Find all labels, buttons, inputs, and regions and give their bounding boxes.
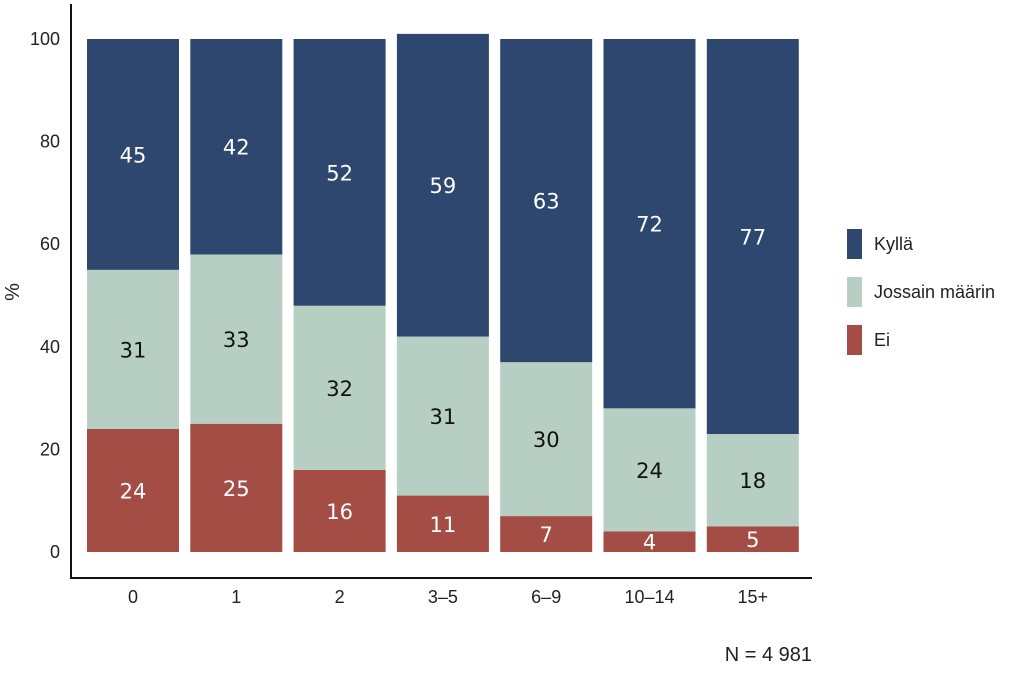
y-tick-label-80: 80 [40,132,60,152]
data-label: 24 [120,479,147,503]
sample-size-note: N = 4 981 [724,644,812,666]
data-label: 72 [636,213,663,237]
bar-ei-3 [396,495,489,552]
data-label: 16 [326,500,353,524]
data-label: 63 [533,190,560,214]
x-tick-label-0: 0 [128,587,138,607]
data-label: 31 [120,338,147,362]
bar-kyllä-1 [190,39,283,255]
y-tick-label-40: 40 [40,337,60,357]
legend-label-2: Ei [874,330,890,350]
data-label: 7 [540,523,553,547]
bar-kyllä-3 [396,33,489,337]
data-label: 33 [223,328,250,352]
legend-label-0: Kyllä [874,234,914,254]
legend-swatch-2 [847,325,862,355]
data-label: 52 [326,161,353,185]
bar-jossain-määrin-6 [706,434,799,527]
bar-series: 24 31 45 25 33 42 16 32 52 11 31 59 7 30 63 4 24 72 5 18 77 [87,33,799,555]
bar-jossain-määrin-3 [396,336,489,496]
bar-jossain-määrin-2 [293,305,386,470]
data-label: 25 [223,477,250,501]
data-label: 59 [430,174,457,198]
x-tick-label-6: 15+ [738,587,769,607]
data-label: 18 [739,469,766,493]
bar-jossain-määrin-4 [500,362,593,517]
legend-label-1: Jossain määrin [874,282,995,302]
bar-kyllä-5 [603,39,696,409]
y-tick-label-0: 0 [50,542,60,562]
legend-swatch-1 [847,277,862,307]
bar-kyllä-2 [293,39,386,306]
x-tick-label-3: 3–5 [428,587,458,607]
data-label: 42 [223,136,250,160]
x-tick-label-1: 1 [231,587,241,607]
bar-jossain-määrin-5 [603,408,696,532]
bar-jossain-määrin-1 [190,254,283,424]
legend-swatch-0 [847,229,862,259]
bar-kyllä-0 [87,39,179,270]
data-label: 5 [746,528,759,552]
x-tick-label-4: 6–9 [531,587,561,607]
bar-kyllä-4 [500,39,593,363]
data-label: 77 [739,226,766,250]
y-tick-label-100: 100 [30,29,60,49]
data-label: 30 [533,428,560,452]
legend: Kyllä Jossain määrin Ei [847,229,995,355]
bar-kyllä-6 [706,39,799,435]
bar-ei-1 [190,423,283,552]
data-label: 32 [326,377,353,401]
data-label: 11 [430,513,457,537]
bar-jossain-määrin-0 [87,269,179,429]
data-label: 4 [643,531,656,555]
bar-ei-0 [87,428,179,552]
data-label: 31 [430,405,457,429]
data-label: 45 [120,143,147,167]
bar-ei-4 [500,516,593,552]
bar-ei-2 [293,469,386,552]
x-tick-label-2: 2 [335,587,345,607]
y-tick-label-20: 20 [40,439,60,459]
bar-ei-6 [706,526,799,552]
x-tick-label-5: 10–14 [624,587,674,607]
x-tick-labels: 0 1 2 3–5 6–9 10–14 15+ [128,587,768,607]
bar-ei-5 [603,531,696,552]
data-label: 24 [636,459,663,483]
y-axis-title: % [2,283,24,301]
y-tick-labels: 0 20 40 60 80 100 [30,29,60,562]
y-tick-label-60: 60 [40,234,60,254]
